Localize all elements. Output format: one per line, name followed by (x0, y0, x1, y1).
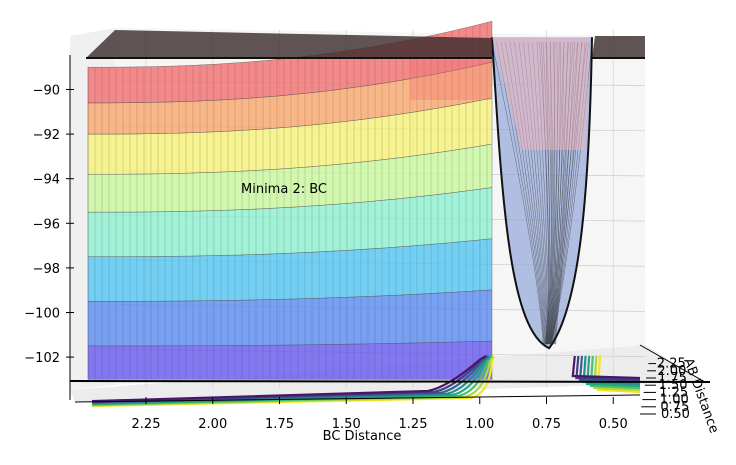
z-tick-label: −94 (33, 173, 60, 188)
contour-line (91, 355, 641, 408)
y-axis-ticks: 0.500.751.001.251.501.752.002.25 (640, 357, 690, 422)
x-axis-ticks: 2.25 2.00 1.75 1.50 1.25 1.00 0.75 0.50 (132, 397, 628, 432)
floor-edge (69, 380, 711, 383)
contour-line (91, 355, 641, 405)
y-tick-label: 1.75 (658, 371, 687, 386)
surface-band (87, 20, 493, 104)
x-tick-label: 0.50 (599, 417, 628, 432)
valley-top-band (492, 37, 590, 151)
valley-mesh-line (491, 42, 544, 345)
x-axis-line (74, 394, 641, 403)
valley-mesh-line (496, 42, 545, 345)
x-tick-label: 2.25 (132, 417, 161, 432)
z-tick-label: −98 (33, 262, 60, 277)
z-tick-label: −100 (24, 307, 60, 322)
plateau-top-left (86, 30, 492, 58)
x-tick-label: 0.75 (532, 417, 561, 432)
x-tick-label: 1.50 (332, 417, 361, 432)
x-tick-label: 1.25 (399, 417, 428, 432)
x-tick-label: 2.00 (198, 417, 227, 432)
x-axis-label: BC Distance (323, 429, 402, 444)
contour-line (91, 355, 641, 406)
y-tick-label: 1.00 (660, 393, 689, 408)
y-tick-label: 2.00 (657, 364, 686, 379)
axes-frame (69, 55, 711, 403)
x-tick-label: 1.75 (265, 417, 294, 432)
y-tick-label: 2.25 (657, 357, 686, 372)
x-tick-label: 1.00 (465, 417, 494, 432)
z-axis-ticks: −90 −92 −94 −96 −98 −100 −102 (24, 84, 74, 366)
z-tick-label: −96 (33, 217, 60, 232)
y-tick-label: 1.25 (659, 385, 688, 400)
y-axis-line (639, 344, 706, 383)
z-tick-label: −102 (24, 351, 60, 366)
z-tick-label: −92 (33, 128, 60, 143)
z-tick-label: −90 (33, 84, 60, 99)
energy-surface (86, 20, 645, 380)
y-tick-label: 1.50 (659, 378, 688, 393)
surface-band (87, 340, 493, 380)
y-tick-label: 0.75 (660, 400, 689, 415)
plateau-top-right (592, 36, 645, 58)
annotation-minima: Minima 2: BC (241, 182, 327, 197)
y-tick-label: 0.50 (661, 407, 690, 422)
upper-band (410, 60, 492, 100)
